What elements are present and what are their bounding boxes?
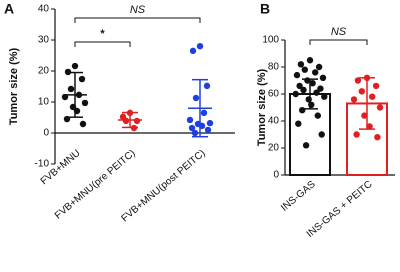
data-point xyxy=(122,117,130,125)
y-tick-label: 80 xyxy=(268,62,280,73)
data-point xyxy=(192,94,200,102)
data-point xyxy=(189,47,197,55)
data-point xyxy=(306,57,314,64)
data-point xyxy=(126,109,134,117)
data-point xyxy=(78,75,86,83)
panel-label: B xyxy=(260,1,270,17)
significance-bracket xyxy=(309,39,368,45)
data-point xyxy=(292,90,299,98)
data-point xyxy=(374,134,381,141)
data-point xyxy=(196,43,204,50)
data-point xyxy=(299,107,306,114)
data-point xyxy=(369,93,376,100)
significance-bracket xyxy=(74,17,201,23)
y-tick-label: 40 xyxy=(38,4,50,15)
data-point xyxy=(317,85,324,92)
data-point xyxy=(198,122,206,130)
data-point xyxy=(376,104,384,111)
y-tick-label: 0 xyxy=(273,170,279,181)
data-point xyxy=(372,82,380,90)
data-point xyxy=(302,142,310,149)
data-point xyxy=(191,129,199,137)
data-point xyxy=(314,112,321,119)
data-point xyxy=(79,120,87,128)
data-point xyxy=(313,89,320,96)
data-point xyxy=(312,69,319,76)
data-point xyxy=(295,120,302,127)
significance-label: * xyxy=(100,28,105,40)
y-tick-label: 30 xyxy=(38,35,50,46)
data-point xyxy=(75,91,83,99)
data-point xyxy=(361,112,368,119)
data-point xyxy=(350,96,358,103)
y-tick-label: 10 xyxy=(38,97,50,108)
significance-label: NS xyxy=(130,4,146,16)
data-point xyxy=(308,101,315,109)
y-axis-label: Tumor size (%) xyxy=(8,47,20,125)
data-point xyxy=(363,74,371,82)
data-point xyxy=(315,63,323,71)
data-point xyxy=(366,123,373,130)
data-point xyxy=(200,109,208,117)
data-point xyxy=(301,66,308,73)
x-tick-label: INS-GAS xyxy=(279,179,318,214)
significance-label: NS xyxy=(331,26,347,38)
y-tick-label: 20 xyxy=(268,143,280,154)
y-tick-label: 0 xyxy=(43,128,49,139)
data-point xyxy=(203,82,211,90)
data-point xyxy=(63,115,71,123)
panel-label: A xyxy=(4,1,14,17)
data-point xyxy=(304,77,311,84)
data-point xyxy=(67,85,75,93)
y-tick-label: 100 xyxy=(262,35,279,46)
data-point xyxy=(309,80,316,87)
y-tick-label: 20 xyxy=(38,66,50,77)
data-point xyxy=(71,62,79,70)
data-point xyxy=(318,131,325,138)
data-point xyxy=(130,124,138,132)
data-point xyxy=(73,107,81,115)
data-point xyxy=(186,116,194,124)
data-point xyxy=(305,96,312,103)
data-point xyxy=(204,126,212,134)
significance-bracket xyxy=(74,41,131,47)
y-tick-label: -10 xyxy=(35,159,50,170)
data-point xyxy=(297,61,305,68)
data-point xyxy=(69,103,77,111)
data-point xyxy=(188,124,196,132)
data-point xyxy=(81,99,89,107)
data-point xyxy=(206,119,214,127)
data-point xyxy=(293,71,301,79)
data-point xyxy=(358,88,365,95)
data-point xyxy=(300,86,307,94)
data-point xyxy=(64,68,72,76)
data-point xyxy=(296,82,303,90)
data-point xyxy=(354,77,362,84)
data-point xyxy=(321,93,328,100)
data-point xyxy=(133,117,141,125)
data-point xyxy=(319,74,327,82)
data-point xyxy=(61,93,69,101)
data-point xyxy=(353,131,360,138)
y-axis-label: Tumor size (%) xyxy=(256,68,268,146)
y-tick-label: 60 xyxy=(268,89,280,100)
y-tick-label: 40 xyxy=(268,116,280,127)
